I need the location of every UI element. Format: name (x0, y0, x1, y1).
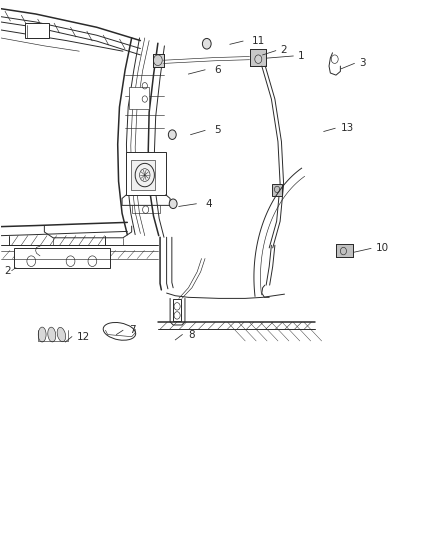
Bar (336, 244, 353, 257)
Bar (127, 152, 166, 195)
Bar (272, 184, 282, 196)
Bar (14, 248, 110, 268)
Text: 6: 6 (215, 65, 221, 75)
Text: 11: 11 (252, 36, 265, 46)
Text: 12: 12 (77, 332, 90, 342)
Text: 4: 4 (206, 199, 212, 209)
Text: 7: 7 (130, 325, 136, 335)
Text: 5: 5 (215, 125, 221, 135)
Bar (129, 87, 149, 109)
Text: 3: 3 (359, 59, 365, 68)
Ellipse shape (48, 327, 56, 342)
Ellipse shape (103, 322, 136, 340)
Circle shape (202, 38, 211, 49)
Text: 2: 2 (4, 266, 11, 276)
Text: 8: 8 (188, 329, 195, 340)
Circle shape (169, 199, 177, 208)
Bar (251, 49, 266, 66)
Bar (173, 300, 181, 321)
Text: 13: 13 (341, 123, 354, 133)
Ellipse shape (57, 327, 66, 342)
Ellipse shape (38, 327, 46, 342)
Bar (25, 23, 49, 38)
Text: 2: 2 (280, 45, 287, 54)
Circle shape (255, 55, 262, 63)
Text: 1: 1 (297, 51, 304, 61)
Bar (152, 54, 163, 67)
Bar (131, 160, 155, 190)
Circle shape (168, 130, 176, 140)
Text: 10: 10 (376, 244, 389, 253)
